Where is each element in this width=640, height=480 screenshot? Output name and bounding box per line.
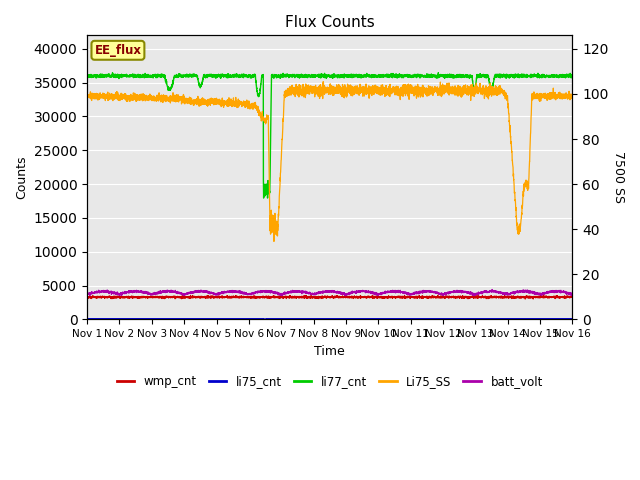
Legend: wmp_cnt, li75_cnt, li77_cnt, Li75_SS, batt_volt: wmp_cnt, li75_cnt, li77_cnt, Li75_SS, ba…	[112, 371, 548, 393]
Y-axis label: Counts: Counts	[15, 156, 28, 199]
Title: Flux Counts: Flux Counts	[285, 15, 374, 30]
X-axis label: Time: Time	[314, 345, 345, 358]
Text: EE_flux: EE_flux	[95, 44, 141, 57]
Y-axis label: 7500 SS: 7500 SS	[612, 151, 625, 204]
